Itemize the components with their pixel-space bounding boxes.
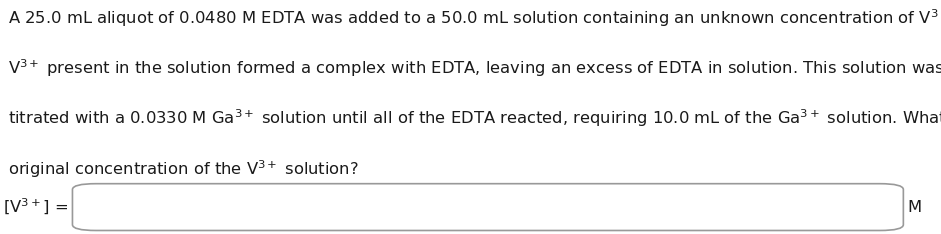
Text: M: M bbox=[907, 200, 921, 215]
FancyBboxPatch shape bbox=[72, 184, 903, 230]
Text: A 25.0 mL aliquot of 0.0480 M EDTA was added to a 50.0 mL solution containing an: A 25.0 mL aliquot of 0.0480 M EDTA was a… bbox=[8, 7, 941, 29]
Text: original concentration of the V$^{3+}$ solution?: original concentration of the V$^{3+}$ s… bbox=[8, 158, 359, 180]
Text: [V$^{3+}$] =: [V$^{3+}$] = bbox=[3, 197, 68, 217]
Text: V$^{3+}$ present in the solution formed a complex with EDTA, leaving an excess o: V$^{3+}$ present in the solution formed … bbox=[8, 57, 941, 79]
Text: titrated with a 0.0330 M Ga$^{3+}$ solution until all of the EDTA reacted, requi: titrated with a 0.0330 M Ga$^{3+}$ solut… bbox=[8, 108, 941, 129]
